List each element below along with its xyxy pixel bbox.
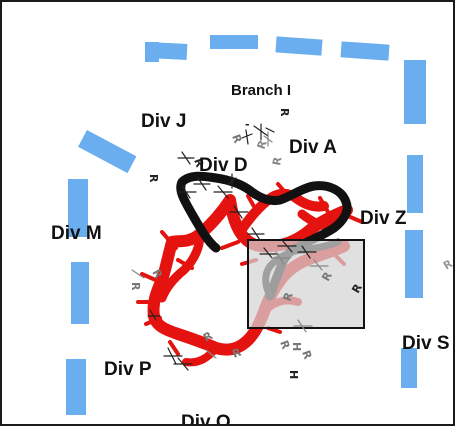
label-div-s: Div S <box>402 333 450 354</box>
marker-r: R <box>270 155 284 166</box>
boundary-dash <box>405 230 423 298</box>
boundary-dash <box>275 36 323 56</box>
marker-r: R <box>278 108 291 117</box>
label-div-o: Div O <box>181 412 231 426</box>
marker-h: H <box>290 342 303 351</box>
boundary-dash <box>71 262 89 324</box>
label-div-m: Div M <box>51 223 102 244</box>
track-ticks-grey <box>131 131 329 359</box>
label-div-d: Div D <box>199 155 248 176</box>
highlight-box[interactable] <box>247 239 365 329</box>
division-labels: Branch I Div J Div A Div D Div Z Div M D… <box>51 82 450 426</box>
red-track-branch <box>157 229 205 303</box>
boundary-dash <box>210 35 258 49</box>
boundary-dash <box>340 41 390 61</box>
label-branch-i: Branch I <box>231 82 291 99</box>
marker-r: R <box>441 257 455 273</box>
marker-dash: - <box>245 118 250 131</box>
boundary-dash <box>404 60 426 124</box>
boundary-dash <box>66 359 86 415</box>
label-div-z: Div Z <box>360 208 407 229</box>
label-div-j: Div J <box>141 111 186 132</box>
marker-r: R <box>147 174 160 183</box>
red-track-branch <box>182 344 220 367</box>
boundary-dash <box>78 130 137 174</box>
division-boundary <box>66 35 426 415</box>
boundary-dash <box>407 155 423 213</box>
marker-r: R <box>129 282 142 291</box>
marker-r: R <box>229 133 244 146</box>
red-track-branch <box>235 188 329 237</box>
boundary-dash <box>68 179 88 237</box>
track-ticks <box>147 123 317 371</box>
label-div-a: Div A <box>289 137 337 158</box>
boundary-dash <box>145 42 159 62</box>
label-div-p: Div P <box>104 359 152 380</box>
marker-h: H <box>287 370 300 379</box>
boundary-dash <box>401 348 417 388</box>
